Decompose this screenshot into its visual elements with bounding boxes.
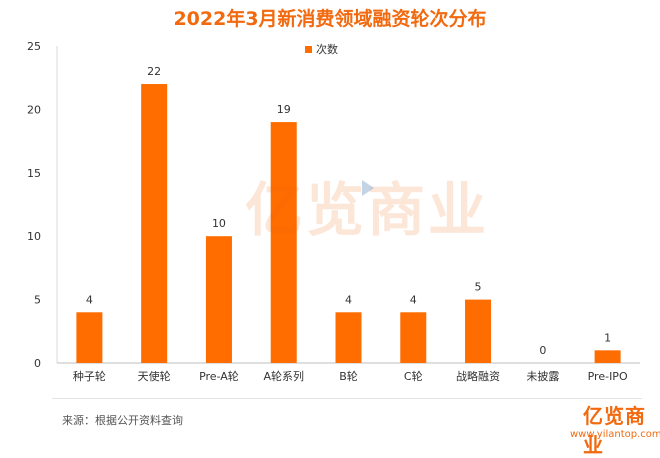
x-tick-label: B轮 <box>339 369 358 383</box>
bar <box>270 122 297 363</box>
legend-label: 次数 <box>316 42 338 56</box>
x-tick-label: 天使轮 <box>138 369 171 383</box>
x-tick-label: Pre-IPO <box>588 370 628 383</box>
bar <box>76 312 103 363</box>
y-tick-label: 20 <box>27 103 41 116</box>
brand-logo: 亿览商业 <box>583 404 646 457</box>
x-tick-label: Pre-A轮 <box>199 369 239 383</box>
bar <box>335 312 362 363</box>
chart-title: 2022年3月新消费领域融资轮次分布 <box>173 8 487 30</box>
source-note: 来源：根据公开资料查询 <box>62 414 183 427</box>
data-label: 0 <box>539 344 546 357</box>
data-label: 4 <box>410 293 417 306</box>
y-tick-label: 0 <box>34 357 41 370</box>
x-tick-label: 战略融资 <box>456 369 500 383</box>
y-tick-label: 25 <box>27 40 41 53</box>
legend-swatch <box>305 46 312 53</box>
data-label: 22 <box>147 65 161 78</box>
data-label: 1 <box>604 331 611 344</box>
footer-divider <box>52 398 642 399</box>
brand-url: www.yilantop.com <box>570 429 660 440</box>
bar <box>141 84 168 363</box>
x-tick-label: A轮系列 <box>263 369 304 383</box>
y-tick-label: 5 <box>34 294 41 307</box>
data-label: 4 <box>86 293 93 306</box>
x-tick-label: 种子轮 <box>73 369 106 383</box>
watermark: 亿览商业 <box>245 176 490 244</box>
x-tick-label: C轮 <box>404 369 423 383</box>
data-label: 19 <box>277 103 291 116</box>
y-tick-label: 10 <box>27 230 41 243</box>
data-label: 10 <box>212 217 226 230</box>
bar <box>594 350 621 363</box>
watermark-play-icon <box>362 180 374 196</box>
bar <box>400 312 427 363</box>
legend: 次数 <box>305 42 338 56</box>
bar <box>465 299 492 363</box>
labels: 4 种子轮 22 天使轮 10 Pre-A轮 19 A轮系列 4 B轮 4 C轮 5 战略融资 0 未披露 1 P… <box>73 65 628 383</box>
bars <box>76 84 621 363</box>
y-tick-label: 15 <box>27 167 41 180</box>
x-tick-label: 未披露 <box>526 369 559 383</box>
bar <box>205 236 232 363</box>
data-label: 5 <box>475 281 482 294</box>
data-label: 4 <box>345 293 352 306</box>
